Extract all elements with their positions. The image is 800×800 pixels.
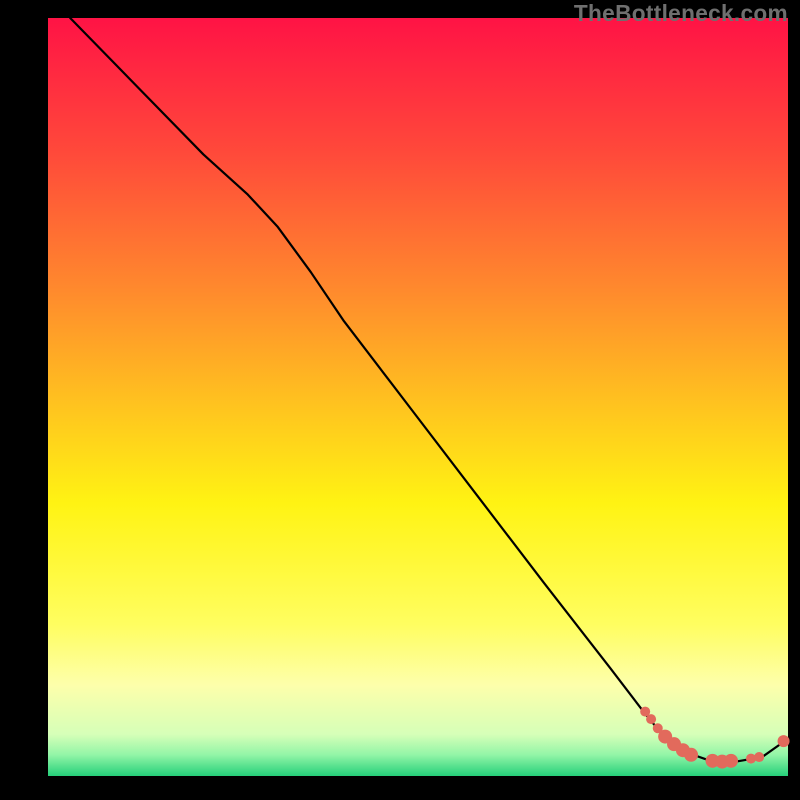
gradient-background bbox=[48, 18, 788, 776]
curve-marker bbox=[778, 735, 790, 747]
curve-marker bbox=[684, 748, 698, 762]
chart-canvas bbox=[0, 0, 800, 800]
curve-marker bbox=[724, 754, 738, 768]
curve-marker bbox=[754, 752, 764, 762]
curve-marker bbox=[646, 714, 656, 724]
watermark-text: TheBottleneck.com bbox=[574, 0, 788, 27]
